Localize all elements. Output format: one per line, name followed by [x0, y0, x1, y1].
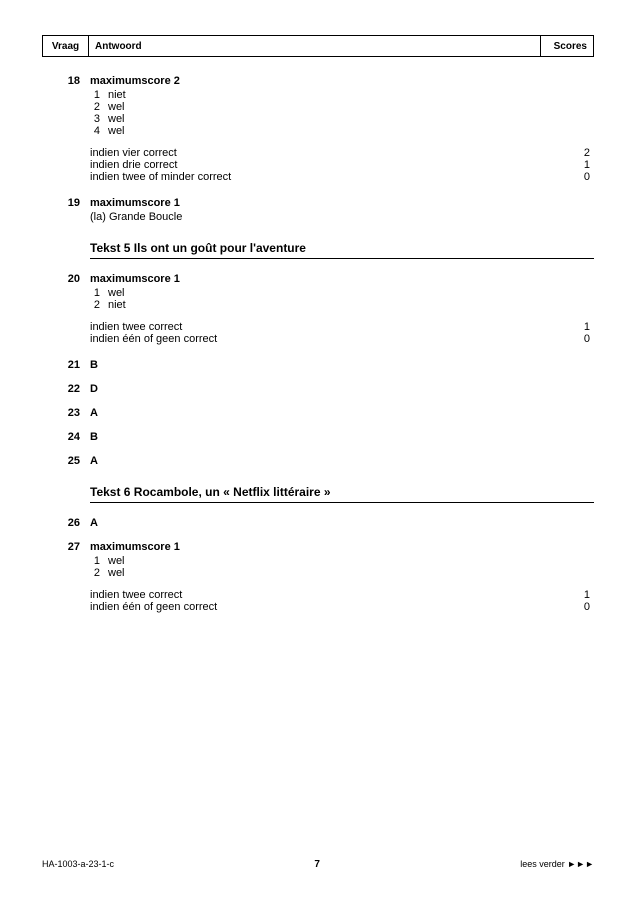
section-6-title: Tekst 6 Rocambole, un « Netflix littérai…	[90, 485, 594, 503]
footer: HA-1003-a-23-1-c 7 lees verder ►►►	[42, 859, 594, 870]
table-header: Vraag Antwoord Scores	[42, 35, 594, 57]
q-title: maximumscore 2	[90, 75, 594, 87]
question-18: 18 maximumscore 2 1niet 2wel 3wel 4wel i…	[60, 75, 594, 183]
footer-left: HA-1003-a-23-1-c	[42, 859, 114, 870]
answer-line: (la) Grande Boucle	[90, 211, 594, 223]
q-title: maximumscore 1	[90, 273, 594, 285]
question-27: 27 maximumscore 1 1wel 2wel indien twee …	[60, 541, 594, 613]
page-number: 7	[314, 859, 320, 870]
col-vraag: Vraag	[43, 36, 89, 56]
col-scores: Scores	[541, 36, 593, 56]
content: 18 maximumscore 2 1niet 2wel 3wel 4wel i…	[42, 75, 594, 613]
scoring: indien vier correct2 indien drie correct…	[90, 147, 594, 183]
q-num: 20	[60, 273, 90, 285]
q-num: 19	[60, 197, 90, 209]
question-20: 20 maximumscore 1 1wel 2niet indien twee…	[60, 273, 594, 345]
col-antwoord: Antwoord	[89, 36, 541, 56]
question-21: 21B	[60, 359, 594, 371]
footer-right: lees verder ►►►	[520, 859, 594, 870]
q-title: maximumscore 1	[90, 197, 594, 209]
question-23: 23A	[60, 407, 594, 419]
q-num: 27	[60, 541, 90, 553]
sub-list: 1niet 2wel 3wel 4wel	[90, 89, 594, 137]
q-num: 18	[60, 75, 90, 87]
question-24: 24B	[60, 431, 594, 443]
question-26: 26A	[60, 517, 594, 529]
q-title: maximumscore 1	[90, 541, 594, 553]
question-25: 25A	[60, 455, 594, 467]
question-22: 22D	[60, 383, 594, 395]
section-5-title: Tekst 5 Ils ont un goût pour l'aventure	[90, 241, 594, 259]
question-19: 19 maximumscore 1 (la) Grande Boucle	[60, 197, 594, 223]
